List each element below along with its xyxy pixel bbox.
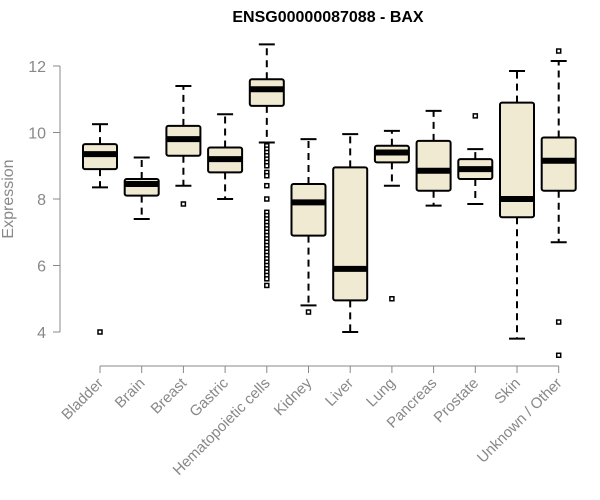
outlier-point xyxy=(555,319,562,325)
box-group xyxy=(290,138,327,315)
outlier-point xyxy=(264,182,270,189)
x-tick-label: Skin xyxy=(491,375,524,408)
box-group xyxy=(540,48,577,359)
x-tick-label: Breast xyxy=(148,374,191,417)
outlier-point xyxy=(472,113,479,119)
x-tick-label: Prostate xyxy=(431,375,483,427)
y-tick-label: 10 xyxy=(28,126,46,143)
outlier-point xyxy=(264,196,270,202)
box-group xyxy=(207,113,244,200)
y-tick-label: 4 xyxy=(37,325,46,342)
outlier-point xyxy=(305,309,312,315)
box-group xyxy=(499,69,535,340)
y-axis-label: Expression xyxy=(0,159,17,238)
box-iqr xyxy=(540,136,577,192)
box-group xyxy=(123,156,160,220)
outlier-point xyxy=(389,296,395,302)
outlier-point xyxy=(264,163,270,169)
y-tick-label: 8 xyxy=(37,192,46,209)
box-group xyxy=(165,84,202,207)
outlier-point xyxy=(97,329,103,335)
outlier-point xyxy=(555,352,562,359)
x-tick-label: Lung xyxy=(363,375,399,411)
outlier-point xyxy=(180,201,187,207)
box-group xyxy=(332,133,369,333)
outlier-point xyxy=(264,282,270,289)
box-iqr xyxy=(415,139,452,192)
x-tick-label: Bladder xyxy=(58,375,107,424)
box-series xyxy=(82,43,577,359)
outlier-point xyxy=(264,172,270,179)
y-tick-label: 12 xyxy=(28,59,46,76)
chart-title: ENSG00000087088 - BAX xyxy=(232,9,424,26)
box-iqr xyxy=(248,78,285,107)
x-tick-label: Kidney xyxy=(271,374,316,419)
x-tick-label: Brain xyxy=(112,375,149,412)
outlier-point xyxy=(555,48,562,54)
box-group xyxy=(415,109,452,207)
y-tick-label: 6 xyxy=(37,259,46,276)
box-iqr xyxy=(290,183,327,237)
box-group xyxy=(373,129,410,302)
outlier-point xyxy=(264,276,270,282)
box-group xyxy=(457,113,494,205)
box-iqr xyxy=(499,101,535,219)
box-group xyxy=(248,43,285,289)
box-group xyxy=(82,123,118,335)
box-iqr xyxy=(332,166,369,302)
y-axis: 4 6 8 10 12 xyxy=(28,59,61,342)
x-tick-label: Liver xyxy=(322,375,357,410)
